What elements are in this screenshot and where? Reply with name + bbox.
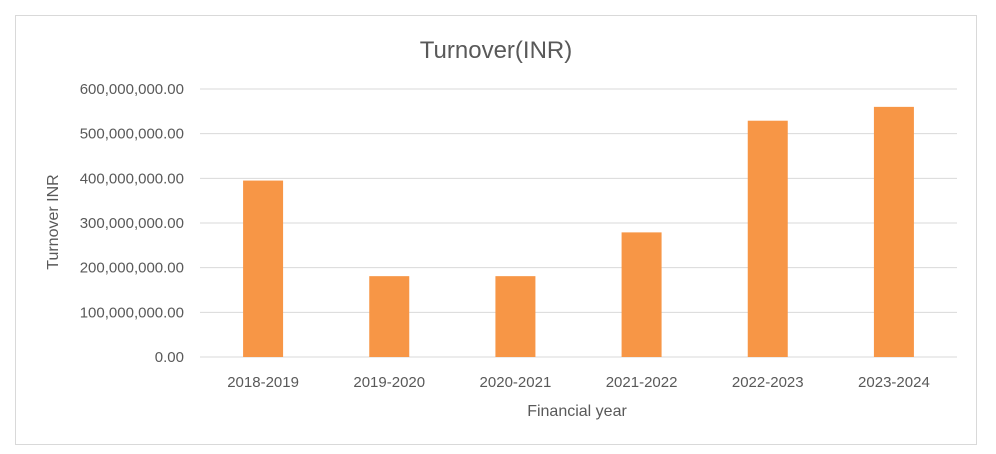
chart-frame xyxy=(15,15,977,445)
bar xyxy=(243,180,284,357)
chart-title: Turnover(INR) xyxy=(420,37,572,64)
y-tick-label: 400,000,000.00 xyxy=(80,170,184,187)
bar xyxy=(495,276,536,357)
bars xyxy=(243,106,914,357)
y-tick-label: 0.00 xyxy=(155,349,184,366)
y-tick-label: 300,000,000.00 xyxy=(80,215,184,232)
x-axis-ticks: 2018-2019 2019-2020 2020-2021 2021-2022 2022… xyxy=(227,374,930,391)
x-tick-label: 2020-2021 xyxy=(480,374,552,391)
y-tick-label: 500,000,000.00 xyxy=(80,126,184,143)
y-axis-label: Turnover INR xyxy=(45,174,62,269)
bar xyxy=(747,120,788,357)
x-tick-label: 2022-2023 xyxy=(732,374,804,391)
x-tick-label: 2018-2019 xyxy=(227,374,299,391)
y-tick-label: 600,000,000.00 xyxy=(80,81,184,98)
x-axis-label: Financial year xyxy=(527,403,627,420)
bar xyxy=(873,106,914,357)
y-axis-ticks: 0.00 100,000,000.00 200,000,000.00 300,000,… xyxy=(80,81,184,366)
x-tick-label: 2023-2024 xyxy=(858,374,930,391)
gridlines xyxy=(200,88,957,358)
y-tick-label: 100,000,000.00 xyxy=(80,304,184,321)
bar xyxy=(369,276,410,357)
bar xyxy=(621,232,662,357)
x-tick-label: 2021-2022 xyxy=(606,374,678,391)
x-tick-label: 2019-2020 xyxy=(353,374,425,391)
y-tick-label: 200,000,000.00 xyxy=(80,260,184,277)
